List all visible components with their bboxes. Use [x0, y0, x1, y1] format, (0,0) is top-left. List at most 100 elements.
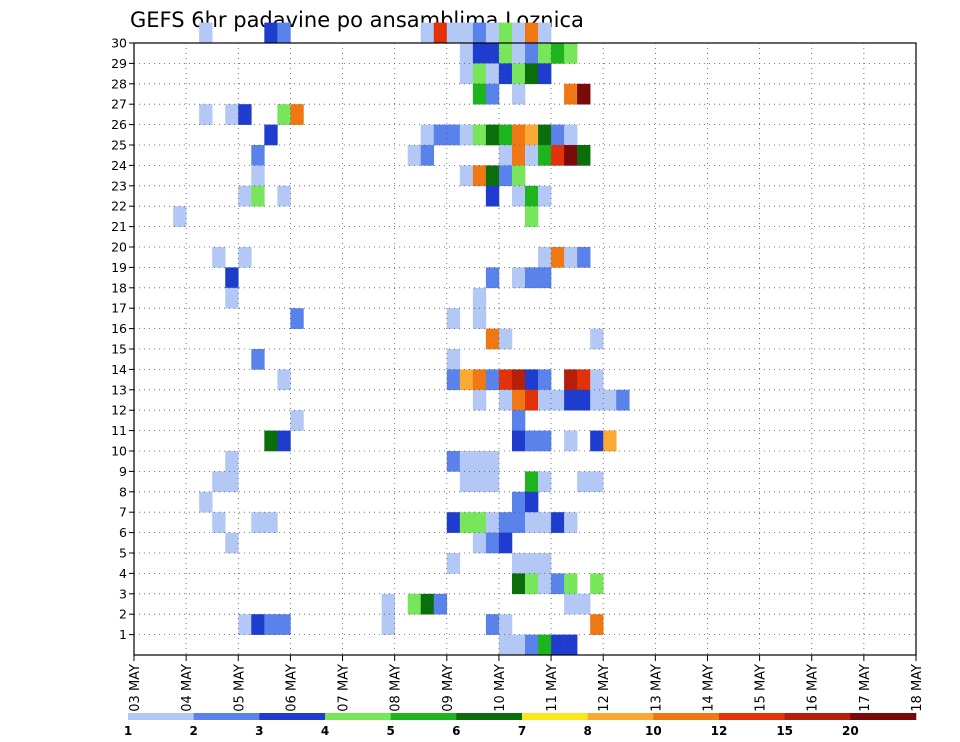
heatmap-cell	[511, 573, 526, 595]
y-tick-label: 20	[111, 240, 127, 255]
heatmap-cell	[420, 124, 435, 146]
heatmap-cell	[472, 43, 487, 64]
x-tick-label: 12 MAY	[597, 664, 612, 712]
legend-label: 20	[842, 724, 859, 738]
x-tick-label: 15 MAY	[754, 664, 769, 712]
legend-swatch	[784, 713, 851, 720]
heatmap-cell	[525, 124, 539, 146]
x-tick-label: 03 MAY	[128, 664, 143, 712]
heatmap-cell	[564, 124, 578, 146]
x-tick-label: 06 MAY	[284, 664, 299, 712]
heatmap-cell	[472, 308, 487, 329]
heatmap-cell	[525, 430, 539, 452]
heatmap-cell	[511, 267, 526, 289]
heatmap-cell	[485, 63, 500, 85]
heatmap-cell	[511, 165, 526, 187]
heatmap-cell	[251, 185, 265, 207]
heatmap-cell	[538, 512, 552, 533]
y-tick-label: 4	[119, 566, 127, 581]
heatmap-cell	[472, 389, 487, 411]
heatmap-cell	[511, 63, 526, 85]
heatmap-cell	[498, 145, 513, 166]
heatmap-cell	[551, 124, 565, 146]
y-tick-label: 22	[111, 199, 127, 214]
heatmap-cell	[238, 185, 252, 207]
heatmap-cell	[577, 145, 591, 166]
y-tick-label: 27	[111, 97, 127, 112]
y-tick-label: 21	[111, 219, 127, 234]
heatmap-cell	[564, 369, 578, 391]
heatmap-cell	[511, 634, 526, 656]
heatmap-cell	[407, 145, 422, 166]
heatmap-cell	[551, 247, 565, 268]
heatmap-cell	[485, 328, 500, 350]
heatmap-cell	[498, 634, 513, 656]
heatmap-cell	[472, 512, 487, 533]
heatmap-cell	[603, 430, 617, 452]
heatmap-cell	[551, 145, 565, 166]
y-tick-label: 24	[111, 158, 127, 173]
legend-label: 12	[711, 724, 728, 738]
heatmap-cell	[564, 593, 578, 615]
legend-swatch	[259, 713, 326, 720]
heatmap-cell	[433, 593, 448, 615]
legend-label: 5	[386, 724, 394, 738]
heatmap-cell	[564, 512, 578, 533]
y-tick-label: 18	[111, 280, 127, 295]
heatmap-cell	[472, 471, 487, 493]
heatmap-cell	[407, 593, 422, 615]
heatmap-cell	[277, 104, 291, 125]
heatmap-cell	[525, 512, 539, 533]
heatmap-cell	[525, 553, 539, 574]
heatmap-cell	[472, 83, 487, 105]
heatmap-cell	[420, 145, 435, 166]
heatmap-cell	[511, 512, 526, 533]
y-tick-label: 25	[111, 138, 127, 153]
heatmap-cell	[525, 63, 539, 85]
heatmap-cell	[538, 553, 552, 574]
heatmap-cell	[590, 369, 604, 391]
heatmap-cell	[577, 471, 591, 493]
heatmap-cell	[472, 22, 487, 44]
heatmap-cell	[590, 573, 604, 595]
heatmap-cell	[577, 389, 591, 411]
x-tick-label: 11 MAY	[545, 664, 560, 712]
heatmap-cell	[564, 573, 578, 595]
heatmap-cell	[485, 369, 500, 391]
y-tick-label: 23	[111, 178, 127, 193]
heatmap-cell	[381, 593, 395, 615]
heatmap-cell	[590, 328, 604, 350]
heatmap-cell	[498, 328, 513, 350]
heatmap-cell	[264, 614, 278, 635]
heatmap-cell	[485, 614, 500, 635]
heatmap-cell	[459, 512, 474, 533]
legend-swatch	[522, 713, 588, 720]
heatmap-cell	[199, 104, 213, 125]
heatmap-cell	[564, 430, 578, 452]
heatmap-cell	[511, 43, 526, 64]
heatmap-cell	[212, 512, 226, 533]
heatmap-cell	[446, 512, 461, 533]
heatmap-cell	[420, 593, 435, 615]
legend-swatch	[456, 713, 523, 720]
heatmap-cell	[485, 22, 500, 44]
y-tick-label: 12	[111, 403, 127, 418]
heatmap-cell	[433, 22, 448, 44]
legend-swatch	[587, 713, 654, 720]
heatmap-cell	[577, 247, 591, 268]
heatmap-cell	[251, 614, 265, 635]
heatmap-cell	[459, 471, 474, 493]
heatmap-cell	[498, 614, 513, 635]
heatmap-cell	[485, 451, 500, 472]
heatmap-cell	[525, 206, 539, 227]
heatmap-cell	[538, 267, 552, 289]
legend-swatch	[719, 713, 785, 720]
heatmap-cell	[538, 573, 552, 595]
heatmap-cell	[472, 165, 487, 187]
heatmap-cell	[511, 124, 526, 146]
heatmap-cell	[498, 389, 513, 411]
legend-label: 8	[583, 724, 591, 738]
heatmap-cell	[616, 389, 630, 411]
heatmap-cell	[459, 451, 474, 472]
heatmap-cell	[290, 104, 304, 125]
